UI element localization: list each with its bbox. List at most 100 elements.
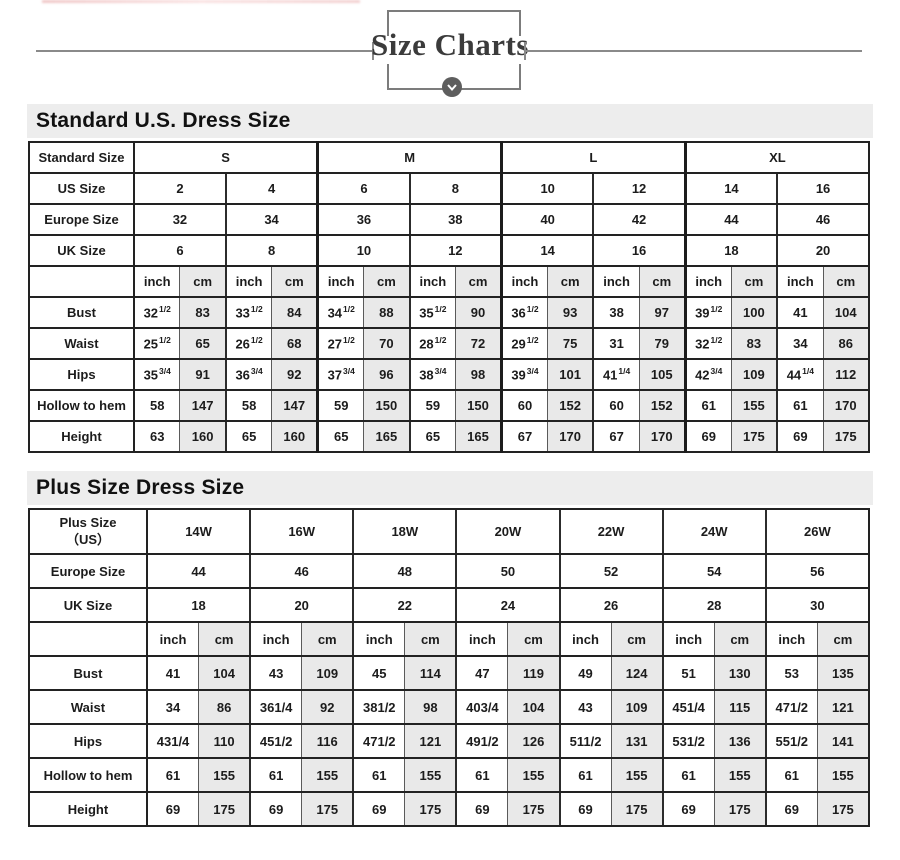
value-cell: 51: [661, 655, 715, 691]
value-cell: 98: [455, 358, 502, 391]
value-cell: 170: [546, 420, 594, 453]
value-cell: 531/2: [661, 723, 715, 759]
value-cell: 116: [301, 723, 354, 759]
value-cell: 155: [610, 757, 663, 793]
unit-cell: inch: [352, 621, 405, 657]
value-cell: 121: [816, 689, 869, 725]
size-cell: 12: [592, 172, 686, 205]
value-cell: 115: [713, 689, 766, 725]
size-cell: 20: [776, 234, 869, 267]
unit-cell: cm: [301, 621, 354, 657]
size-cell: 30: [764, 587, 869, 623]
value-cell: 93: [546, 296, 594, 329]
table-row: inch cm inch cm inch cm inch cm inch cm inch cm inch…: [29, 621, 869, 657]
value-cell: 119: [507, 655, 560, 691]
size-cell: 4: [224, 172, 318, 205]
row-label: Plus Size （US）: [29, 508, 148, 555]
standard-size-table-container: Standard Size S M L XL US Size 2 4 6 8 10 12 14 16 Eur…: [0, 141, 900, 453]
size-cell: 20: [249, 587, 354, 623]
unit-cell: cm: [363, 265, 410, 298]
value-cell: 126: [507, 723, 560, 759]
value-cell: 321/2: [134, 296, 180, 329]
size-cell: 34: [224, 203, 318, 236]
unit-cell: inch: [134, 265, 180, 298]
size-cell: 10: [500, 172, 594, 205]
value-cell: 100: [730, 296, 778, 329]
value-cell: 383/4: [408, 358, 456, 391]
table-row: Hips 431/4 110 451/2 116 471/2 121 491/2 126 511/…: [29, 723, 869, 759]
left-divider-tick: [372, 42, 374, 60]
unit-cell: inch: [249, 621, 302, 657]
size-cell: 18W: [352, 508, 457, 555]
plus-size-section-title: Plus Size Dress Size: [27, 471, 873, 505]
row-label: UK Size: [29, 587, 148, 623]
value-cell: 373/4: [316, 358, 364, 391]
value-cell: 104: [507, 689, 560, 725]
table-row: Waist 34 86 361/4 92 381/2 98 403/4 104 43 109 451/…: [29, 689, 869, 725]
value-cell: 150: [455, 389, 502, 422]
value-cell: 321/2: [683, 327, 732, 360]
size-cell: 10: [316, 234, 410, 267]
value-cell: 43: [558, 689, 612, 725]
value-cell: 61: [776, 389, 824, 422]
size-cell: 36: [316, 203, 410, 236]
unit-cell: inch: [776, 265, 824, 298]
size-cell: 2: [134, 172, 226, 205]
left-divider-line: [36, 50, 372, 52]
value-cell: 109: [301, 655, 354, 691]
value-cell: 251/2: [134, 327, 180, 360]
unit-cell: cm: [546, 265, 594, 298]
row-label: Europe Size: [29, 203, 135, 236]
value-cell: 175: [816, 791, 869, 827]
unit-cell: inch: [455, 621, 508, 657]
value-cell: 155: [301, 757, 354, 793]
value-cell: 69: [147, 791, 199, 827]
size-cell: 50: [455, 553, 560, 589]
unit-cell: inch: [558, 621, 612, 657]
unit-cell: cm: [271, 265, 318, 298]
value-cell: 391/2: [683, 296, 732, 329]
size-cell: 14W: [147, 508, 251, 555]
value-cell: 96: [363, 358, 410, 391]
table-row: Bust 41 104 43 109 45 114 47 119 49 124 51 130 53 135: [29, 655, 869, 691]
value-cell: 136: [713, 723, 766, 759]
value-cell: 67: [500, 420, 548, 453]
table-row: inch cm inch cm inch cm inch cm inch cm inch cm inch…: [29, 265, 869, 298]
value-cell: 92: [271, 358, 318, 391]
size-cell: 40: [500, 203, 594, 236]
value-cell: 59: [408, 389, 456, 422]
value-cell: 261/2: [224, 327, 272, 360]
size-cell: 16: [592, 234, 686, 267]
value-cell: 135: [816, 655, 869, 691]
value-cell: 83: [730, 327, 778, 360]
value-cell: 175: [301, 791, 354, 827]
value-cell: 69: [352, 791, 405, 827]
value-cell: 69: [455, 791, 508, 827]
value-cell: 451/2: [249, 723, 302, 759]
value-cell: 70: [363, 327, 410, 360]
value-cell: 160: [271, 420, 318, 453]
value-cell: 53: [764, 655, 818, 691]
value-cell: 451/4: [661, 689, 715, 725]
value-cell: 58: [134, 389, 180, 422]
table-row: Standard Size S M L XL: [29, 141, 869, 174]
table-row: US Size 2 4 6 8 10 12 14 16: [29, 172, 869, 205]
unit-cell: cm: [610, 621, 663, 657]
standard-size-section-title: Standard U.S. Dress Size: [27, 104, 873, 138]
value-cell: 175: [404, 791, 457, 827]
value-cell: 152: [546, 389, 594, 422]
table-row: Bust 321/2 83 331/2 84 341/2 88 351/2 90 361/2 93 3…: [29, 296, 869, 329]
unit-cell: cm: [455, 265, 502, 298]
value-cell: 155: [816, 757, 869, 793]
value-cell: 69: [683, 420, 732, 453]
size-cell: 24W: [661, 508, 766, 555]
value-cell: 69: [249, 791, 302, 827]
table-row: UK Size 6 8 10 12 14 16 18 20: [29, 234, 869, 267]
size-cell: 18: [147, 587, 251, 623]
value-cell: 110: [198, 723, 251, 759]
value-cell: 150: [363, 389, 410, 422]
value-cell: 61: [147, 757, 199, 793]
table-row: Waist 251/2 65 261/2 68 271/2 70 281/2 72 291/2 75…: [29, 327, 869, 360]
value-cell: 363/4: [224, 358, 272, 391]
